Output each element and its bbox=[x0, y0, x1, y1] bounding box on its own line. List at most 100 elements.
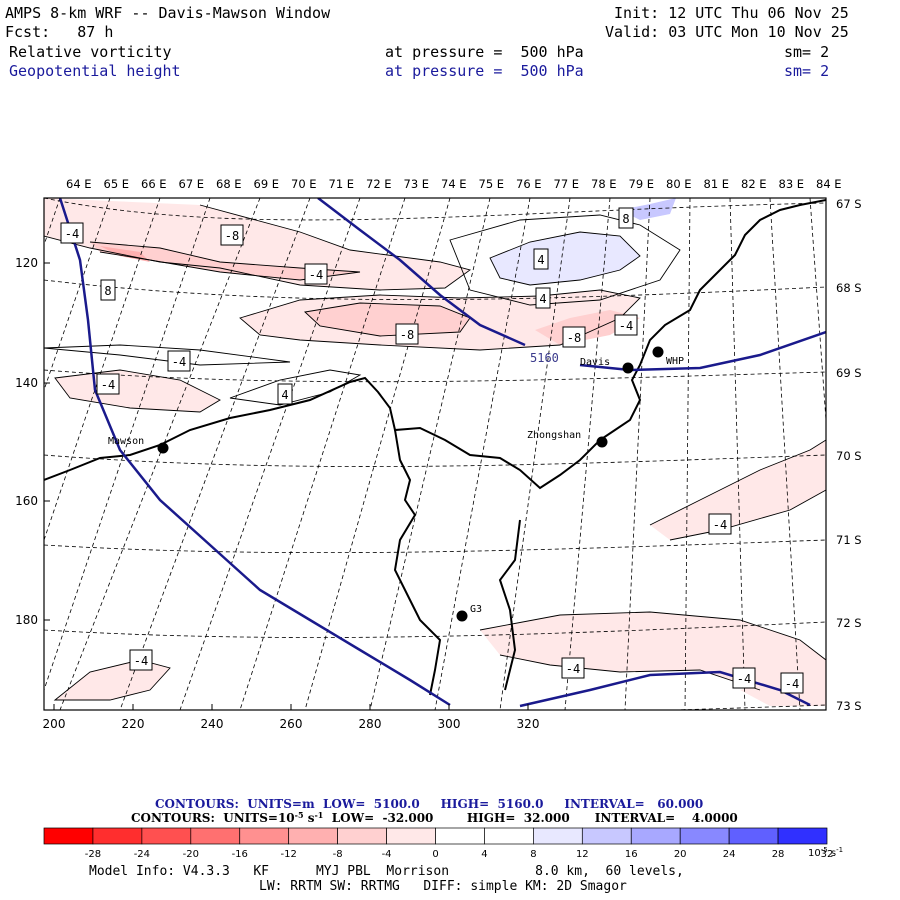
height-contours bbox=[58, 198, 826, 708]
longitude-label: 69 E bbox=[254, 177, 280, 191]
x-axis-ticks: 200 220 240 260 280 300 320 bbox=[43, 704, 539, 731]
top-longitude-labels: 64 E 65 E 66 E 67 E 68 E 69 E 70 E 71 E 72 E 73 E… bbox=[66, 177, 842, 191]
vort-contour bbox=[669, 489, 826, 541]
plot-frame bbox=[43, 197, 827, 711]
vort-region bbox=[90, 242, 360, 280]
x-tick-label: 300 bbox=[438, 717, 461, 731]
parallel-line bbox=[44, 454, 826, 467]
vorticity-label-box bbox=[562, 326, 586, 348]
vorticity-label: -8 bbox=[567, 331, 581, 345]
colorbar-segment bbox=[43, 827, 94, 845]
vorticity-label-box bbox=[304, 263, 328, 285]
parallel-line bbox=[44, 621, 826, 638]
colorbar-segment bbox=[435, 827, 485, 845]
colorbar-label: -20 bbox=[183, 849, 199, 860]
station-label: G3 bbox=[470, 604, 482, 615]
station-label: Davis bbox=[580, 357, 610, 368]
vorticity-label: -4 bbox=[619, 319, 633, 333]
height-contour bbox=[317, 198, 526, 347]
colorbar-labels: -28 -24 -20 -16 -12 -8 -4 0 4 8 12 16 20 24 28 32 bbox=[85, 849, 834, 860]
latitude-label: 72 S bbox=[836, 616, 862, 630]
x-tick-label: 240 bbox=[201, 717, 224, 731]
vorticity-label-box bbox=[780, 672, 804, 694]
x-tick-label: 260 bbox=[280, 717, 303, 731]
vorticity-label: 8 bbox=[104, 284, 111, 298]
model-info-line1: Model Info: V4.3.3 KF MYJ PBL Morrison 8… bbox=[89, 864, 684, 879]
vorticity-label-box bbox=[614, 314, 638, 336]
meridian-line bbox=[44, 198, 61, 246]
meridian-line bbox=[564, 198, 611, 710]
vort-contour bbox=[649, 439, 826, 526]
station-label: Zhongshan bbox=[527, 430, 581, 441]
vort-region bbox=[535, 310, 640, 345]
coastline-path bbox=[393, 429, 442, 696]
field2-level: at pressure = 500 hPa bbox=[385, 62, 584, 80]
coastline bbox=[44, 199, 826, 696]
field1-level: at pressure = 500 hPa bbox=[385, 43, 584, 61]
vorticity-label: -4 bbox=[101, 378, 115, 392]
longitude-label: 79 E bbox=[629, 177, 655, 191]
vorticity-label-box bbox=[167, 350, 191, 372]
colorbar-segment bbox=[533, 827, 583, 845]
vort-region bbox=[305, 303, 470, 336]
latitude-label: 73 S bbox=[836, 699, 862, 713]
longitude-label: 80 E bbox=[666, 177, 692, 191]
vorticity-label: -4 bbox=[713, 518, 727, 532]
longitude-label: 82 E bbox=[741, 177, 767, 191]
y-tick-label: 120 bbox=[15, 256, 38, 270]
meridian-line bbox=[239, 198, 406, 710]
vort-region bbox=[650, 440, 826, 540]
colorbar-label: -28 bbox=[85, 849, 101, 860]
stations: Mawson Davis WHP Zhongshan G3 bbox=[108, 346, 684, 622]
meridian-line bbox=[729, 198, 746, 710]
vorticity-label: 4 bbox=[537, 253, 544, 267]
vort-contour bbox=[89, 241, 361, 281]
vort-contour bbox=[479, 611, 826, 661]
legend-height-line: CONTOURS: UNITS=m LOW= 5100.0 HIGH= 5160… bbox=[155, 797, 703, 811]
vort-contour bbox=[229, 369, 362, 406]
vorticity-contours bbox=[44, 204, 826, 701]
colorbar-segment bbox=[630, 827, 681, 845]
vorticity-label: 4 bbox=[539, 292, 546, 306]
meridian-line bbox=[434, 198, 531, 710]
vort-contour bbox=[53, 659, 171, 701]
longitude-label: 67 E bbox=[179, 177, 205, 191]
vorticity-label-box bbox=[395, 323, 419, 345]
longitude-label: 83 E bbox=[779, 177, 805, 191]
meridian-line bbox=[59, 198, 261, 710]
station-label: WHP bbox=[666, 356, 684, 367]
x-tick-label: 280 bbox=[359, 717, 382, 731]
colorbar-segment bbox=[288, 827, 338, 845]
parallel-line bbox=[44, 198, 826, 221]
longitude-label: 68 E bbox=[216, 177, 242, 191]
y-tick-label: 140 bbox=[15, 376, 38, 390]
station-marker bbox=[622, 362, 634, 374]
colorbar-segment bbox=[581, 827, 632, 845]
colorbar-label: 12 bbox=[576, 849, 589, 860]
vorticity-label: -4 bbox=[134, 654, 148, 668]
vorticity-label-box bbox=[561, 657, 585, 679]
parallel-line bbox=[44, 279, 826, 301]
vort-contour bbox=[449, 214, 681, 306]
latitude-label: 70 S bbox=[836, 449, 862, 463]
vorticity-label-box bbox=[708, 513, 732, 535]
x-tick-label: 220 bbox=[122, 717, 145, 731]
vorticity-label-box bbox=[96, 373, 120, 395]
meridian-line bbox=[44, 198, 211, 691]
colorbar-label: 4 bbox=[481, 849, 487, 860]
vort-contour bbox=[239, 289, 641, 351]
vorticity-label-box bbox=[277, 383, 293, 405]
longitude-label: 76 E bbox=[516, 177, 542, 191]
colorbar-segment bbox=[386, 827, 436, 845]
meridian-line bbox=[769, 198, 801, 710]
right-latitude-labels: 67 S 68 S 69 S 70 S 71 S 72 S 73 S bbox=[836, 197, 862, 713]
colorbar-label: 24 bbox=[723, 849, 736, 860]
field2-name: Geopotential height bbox=[9, 62, 181, 80]
vorticity-label-box bbox=[129, 649, 153, 671]
colorbar-label: -24 bbox=[134, 849, 150, 860]
vort-contour bbox=[499, 654, 761, 691]
longitude-label: 84 E bbox=[816, 177, 842, 191]
station-marker bbox=[596, 436, 608, 448]
meridian-line bbox=[624, 198, 651, 710]
